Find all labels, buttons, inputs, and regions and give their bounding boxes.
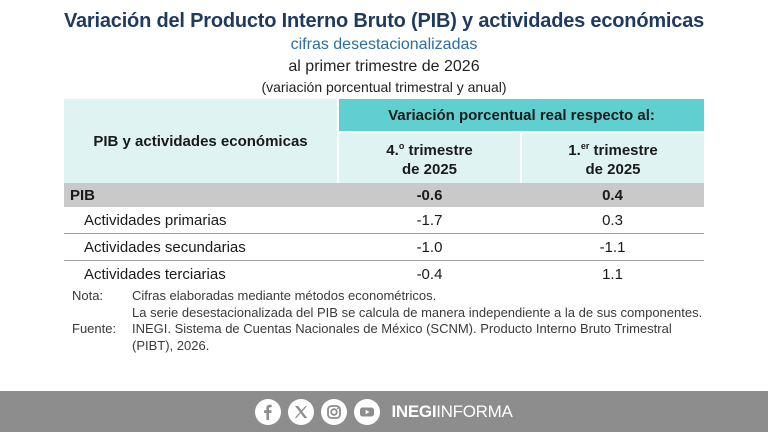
x-icon[interactable] [288,398,315,425]
source-label: Fuente: [72,321,117,336]
column-header-quarterly: 4.o trimestre de 2025 [337,131,521,183]
subtitle-seasonal: cifras desestacionalizadas [290,36,478,53]
table-left-header: PIB y actividades económicas [64,99,338,183]
subtitle-units: (variación porcentual trimestral y anual… [261,79,507,95]
footer-bar: INEGIINFORMA [0,391,768,432]
value-quarterly: -0.6 [338,183,521,207]
value-quarterly: -0.4 [416,265,443,283]
value-quarterly: -1.7 [338,207,521,234]
note-label: Nota: [72,288,104,303]
value-annual: -1.1 [521,233,704,261]
row-label: Actividades terciarias [84,265,226,283]
value-annual: 0.4 [521,183,704,207]
facebook-icon[interactable] [255,398,282,425]
table-row: Actividades primarias -1.7 0.3 [64,207,704,234]
subtitle-period: al primer trimestre de 2026 [288,58,480,75]
instagram-icon[interactable] [321,398,348,425]
table-row: Actividades terciarias -0.4 1.1 [64,261,704,288]
value-annual: 0.3 [521,207,704,234]
source-text: INEGI. Sistema de Cuentas Nacionales de … [132,321,672,353]
gdp-table: PIB y actividades económicas Variación p… [64,99,704,287]
page-title: Variación del Producto Interno Bruto (PI… [63,10,705,32]
inegi-informa-logo: INEGIINFORMA [391,401,513,421]
row-label: Actividades primarias [64,207,338,234]
footnotes: Nota: Cifras elaboradas mediante métodos… [72,288,712,354]
note-line-2: La serie desestacionalizada del PIB se c… [132,304,703,320]
youtube-icon[interactable] [354,398,381,425]
row-label: Actividades secundarias [64,233,338,261]
table-row: Actividades secundarias -1.0 -1.1 [64,233,704,261]
value-quarterly: -1.0 [338,233,521,261]
note-line-1: Cifras elaboradas mediante métodos econo… [132,288,437,303]
value-annual: 1.1 [602,265,623,283]
column-header-annual: 1.er trimestre de 2025 [520,131,704,183]
table-group-header: Variación porcentual real respecto al: [337,99,704,132]
row-label: PIB [64,183,338,207]
table-row-pib: PIB -0.6 0.4 [64,183,704,207]
